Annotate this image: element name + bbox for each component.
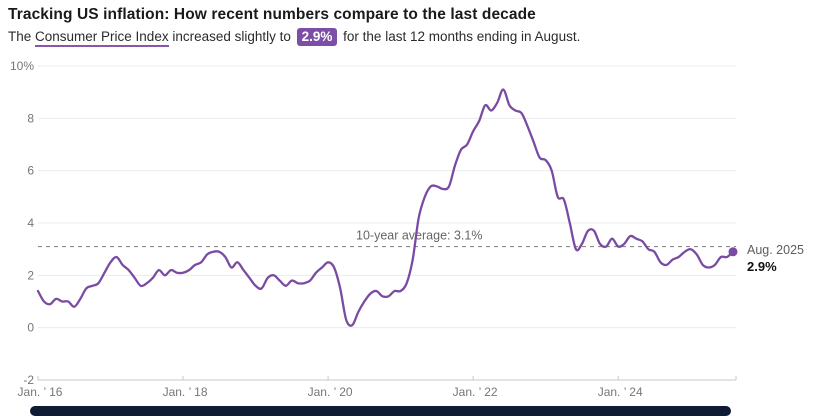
endpoint-date-label: Aug. 2025 xyxy=(747,243,804,257)
y-tick-label: 4 xyxy=(27,216,34,230)
x-tick-label: Jan. ’ 24 xyxy=(598,385,643,399)
x-tick-label: Jan. ’ 18 xyxy=(163,385,208,399)
y-tick-label: 10% xyxy=(10,59,34,73)
subtitle-text-mid: increased slightly to xyxy=(168,29,295,44)
subtitle-text-prefix: The xyxy=(8,29,36,44)
endpoint-dot[interactable] xyxy=(728,247,738,257)
subtitle-text-suffix: for the last 12 months ending in August. xyxy=(339,29,581,44)
horizontal-scrollbar[interactable] xyxy=(30,406,731,416)
y-tick-label: 2 xyxy=(27,268,34,282)
cpi-link[interactable]: Consumer Price Index xyxy=(35,29,169,47)
endpoint-value-label: 2.9% xyxy=(747,259,777,274)
y-tick-label: 8 xyxy=(27,111,34,125)
x-tick-label: Jan. ’ 22 xyxy=(453,385,498,399)
page-title: Tracking US inflation: How recent number… xyxy=(8,6,536,23)
cpi-line[interactable] xyxy=(36,88,735,327)
x-tick-label: Jan. ’ 16 xyxy=(18,385,63,399)
x-tick-label: Jan. ’ 20 xyxy=(308,385,353,399)
y-tick-label: 6 xyxy=(27,164,34,178)
y-tick-label: -2 xyxy=(23,373,34,387)
y-tick-label: 0 xyxy=(27,321,34,335)
subtitle: The Consumer Price Index increased sligh… xyxy=(8,28,798,47)
average-line-label: 10-year average: 3.1% xyxy=(356,229,482,243)
cpi-value-badge: 2.9% xyxy=(296,28,338,46)
